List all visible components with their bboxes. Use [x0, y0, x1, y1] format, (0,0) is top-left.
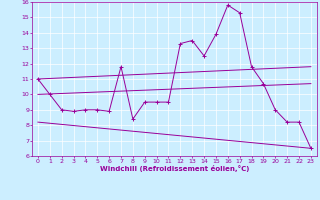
X-axis label: Windchill (Refroidissement éolien,°C): Windchill (Refroidissement éolien,°C): [100, 165, 249, 172]
